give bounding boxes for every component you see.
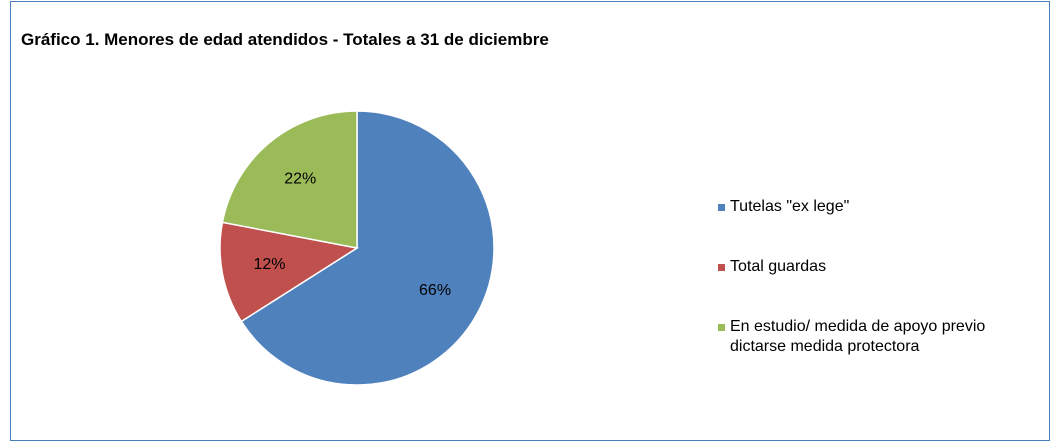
legend-label: En estudio/ medida de apoyo previo dicta…: [730, 318, 986, 355]
legend-entry: Total guardas: [718, 257, 1038, 277]
pie-slice: [219, 221, 360, 323]
legend-entry: En estudio/ medida de apoyo previo dicta…: [718, 317, 1038, 357]
chart: 66% 12% 22%: [219, 110, 495, 386]
pie-slice: [221, 110, 358, 249]
data-label: 12%: [254, 256, 286, 273]
pie-slice: [240, 110, 495, 386]
legend-swatch: [718, 264, 725, 271]
data-label: 22%: [284, 171, 316, 188]
page: {"chart_data": {"type": "pie", "title": …: [10, 1, 1050, 441]
legend-label: Tutelas "ex lege": [730, 198, 850, 215]
legend-entry: Tutelas "ex lege": [718, 197, 1038, 217]
data-label: 66%: [419, 282, 451, 299]
legend-label: Total guardas: [730, 258, 827, 275]
legend-swatch: [718, 204, 725, 211]
chart-title: Gráfico 1. Menores de edad atendidos - T…: [21, 30, 549, 49]
legend-swatch: [718, 324, 725, 331]
